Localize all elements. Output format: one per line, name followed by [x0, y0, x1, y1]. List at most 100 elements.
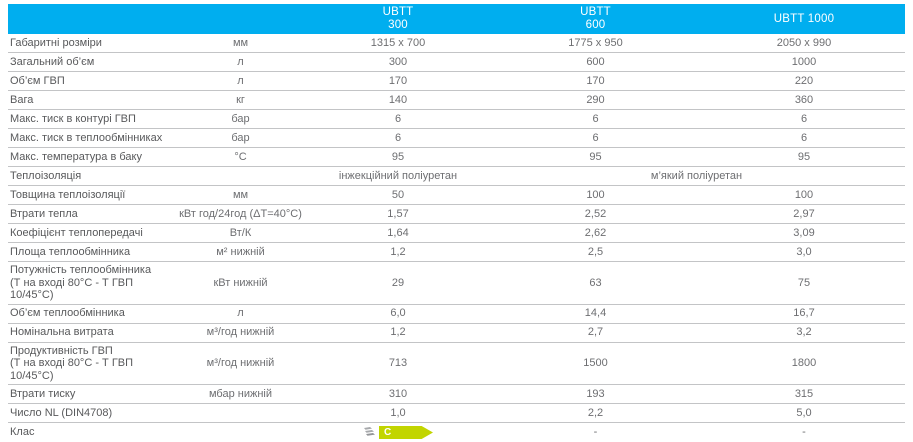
row-label-line2: (Т на вході 80°С - Т ГВП 10/45°С)	[10, 357, 134, 382]
row-unit: бар	[231, 131, 250, 144]
row-label: Об’єм теплообмінника	[10, 307, 125, 320]
row-value: 1775 x 950	[568, 36, 623, 49]
row-value-span: м’який поліуретан	[650, 169, 743, 182]
row-value: -	[593, 426, 598, 439]
row-value: 29	[391, 276, 405, 289]
row-label: Потужність теплообмінника (Т на вході 80°…	[8, 262, 173, 304]
column-header-ubtt-300: UBTT 300	[308, 6, 488, 32]
row-unit: мм	[232, 188, 249, 201]
row-value: 100	[586, 188, 605, 201]
row-unit: кВт год/24год (ΔТ=40°С)	[179, 207, 302, 220]
row-value: 2050 x 990	[776, 36, 832, 49]
energy-class-badge: C	[379, 426, 433, 439]
row-value: 75	[797, 276, 811, 289]
table-row: Число NL (DIN4708) 1,0 2,2 5,0	[8, 404, 905, 423]
row-value: 290	[586, 93, 605, 106]
row-unit: кг	[236, 93, 245, 106]
row-value: 50	[391, 188, 405, 201]
row-value: 170	[586, 74, 605, 87]
table-row: Втрати тепла кВт год/24год (ΔТ=40°С) 1,57 2…	[8, 205, 905, 224]
row-label: Об’єм ГВП	[10, 74, 65, 87]
row-value: 63	[589, 276, 602, 289]
table-row: Теплоізоляція інжекційний поліуретан м’яки…	[8, 167, 905, 186]
row-value: 2,62	[584, 226, 607, 239]
row-value: 1,64	[387, 226, 409, 239]
row-value: 6	[394, 131, 402, 144]
row-value: 95	[797, 150, 811, 163]
row-value: 2,52	[584, 207, 607, 220]
row-value: 2,7	[587, 326, 604, 339]
row-unit: л	[237, 55, 244, 68]
row-label: Площа теплообмінника	[10, 245, 131, 258]
row-value: 6	[592, 131, 599, 144]
energy-class-wrap: C	[363, 426, 433, 439]
row-label: Загальний об’єм	[10, 55, 95, 68]
table-row: Вага кг 140 290 360	[8, 91, 905, 110]
column-header-line: UBTT 1000	[773, 12, 835, 25]
row-value: 95	[391, 150, 405, 163]
row-value: 6	[394, 112, 402, 125]
row-value: 140	[388, 93, 408, 106]
row-label: Габаритні розміри	[10, 36, 102, 49]
row-unit: мм	[232, 36, 249, 49]
table-row: Товщина теплоізоляції мм 50 100 100	[8, 186, 905, 205]
table-row: Потужність теплообмінника (Т на вході 80°…	[8, 262, 905, 305]
row-value: 16,7	[793, 307, 815, 320]
row-label: Макс. тиск в контурі ГВП	[10, 112, 136, 125]
row-value: 95	[589, 150, 602, 163]
row-label: Номінальна витрата	[10, 326, 114, 339]
row-label: Макс. тиск в теплообмінниках	[10, 131, 163, 144]
row-unit: м² нижній	[216, 245, 265, 258]
row-label: Коефіцієнт теплопередачі	[10, 226, 143, 239]
row-value: 220	[794, 74, 814, 87]
row-value: 600	[586, 55, 605, 68]
row-unit: м³/год нижній	[206, 326, 275, 339]
row-value: 713	[388, 357, 408, 369]
row-unit: м³/год нижній	[206, 357, 275, 369]
energy-class-cell: C	[308, 426, 488, 439]
column-header-line: UBTT	[382, 6, 414, 18]
row-value: 6,0	[390, 307, 406, 320]
row-label: Вага	[10, 93, 34, 106]
row-label: Втрати тепла	[10, 207, 78, 220]
table-header: UBTT 300 UBTT 600 UBTT 1000	[8, 4, 905, 34]
column-header-line: 300	[388, 19, 408, 31]
table-row: Об’єм теплообмінника л 6,0 14,4 16,7	[8, 305, 905, 324]
row-label: Продуктивність ГВП (Т на вході 80°С - Т Г…	[8, 343, 173, 385]
row-value: 5,0	[796, 406, 812, 419]
row-unit: кВт нижній	[213, 276, 268, 289]
table-row: Загальний об’єм л 300 600 1000	[8, 53, 905, 72]
table-row: Об’єм ГВП л 170 170 220	[8, 72, 905, 91]
row-value: 1000	[791, 55, 817, 68]
row-value: -	[802, 426, 806, 439]
column-header-ubtt-600: UBTT 600	[488, 6, 703, 32]
row-unit: мбар нижній	[208, 387, 273, 400]
row-value: 2,2	[587, 406, 604, 419]
row-value: 100	[794, 188, 814, 201]
row-unit: л	[237, 307, 244, 320]
row-value: інжекційний поліуретан	[338, 169, 458, 182]
row-value: 1,2	[390, 245, 406, 258]
row-value: 360	[794, 93, 814, 106]
row-unit: бар	[231, 112, 250, 125]
table-row: Клас C - -	[8, 423, 905, 442]
row-value: 2,97	[793, 207, 815, 220]
row-value: 300	[388, 55, 408, 68]
row-value: 3,2	[796, 326, 812, 339]
column-header-line: UBTT	[580, 6, 611, 18]
row-value: 1315 x 700	[370, 36, 426, 49]
row-label: Товщина теплоізоляції	[10, 188, 126, 201]
row-value: 3,09	[793, 226, 815, 239]
table-row: Макс. тиск в теплообмінниках бар 6 6 6	[8, 129, 905, 148]
row-value: 14,4	[584, 307, 607, 320]
row-label-line2: (Т на вході 80°С - Т ГВП 10/45°С)	[10, 276, 134, 302]
column-header-line: 600	[585, 19, 606, 31]
row-value: 310	[388, 387, 408, 400]
table-row: Площа теплообмінника м² нижній 1,2 2,5 3,0	[8, 243, 905, 262]
table-body: Габаритні розміри мм 1315 x 700 1775 x 950 2…	[8, 34, 905, 442]
column-header-ubtt-1000: UBTT 1000	[703, 13, 905, 26]
row-value: 6	[800, 112, 808, 125]
table-row: Габаритні розміри мм 1315 x 700 1775 x 950 2…	[8, 34, 905, 53]
table-row: Продуктивність ГВП (Т на вході 80°С - Т Г…	[8, 343, 905, 385]
row-label: Теплоізоляція	[10, 169, 82, 182]
